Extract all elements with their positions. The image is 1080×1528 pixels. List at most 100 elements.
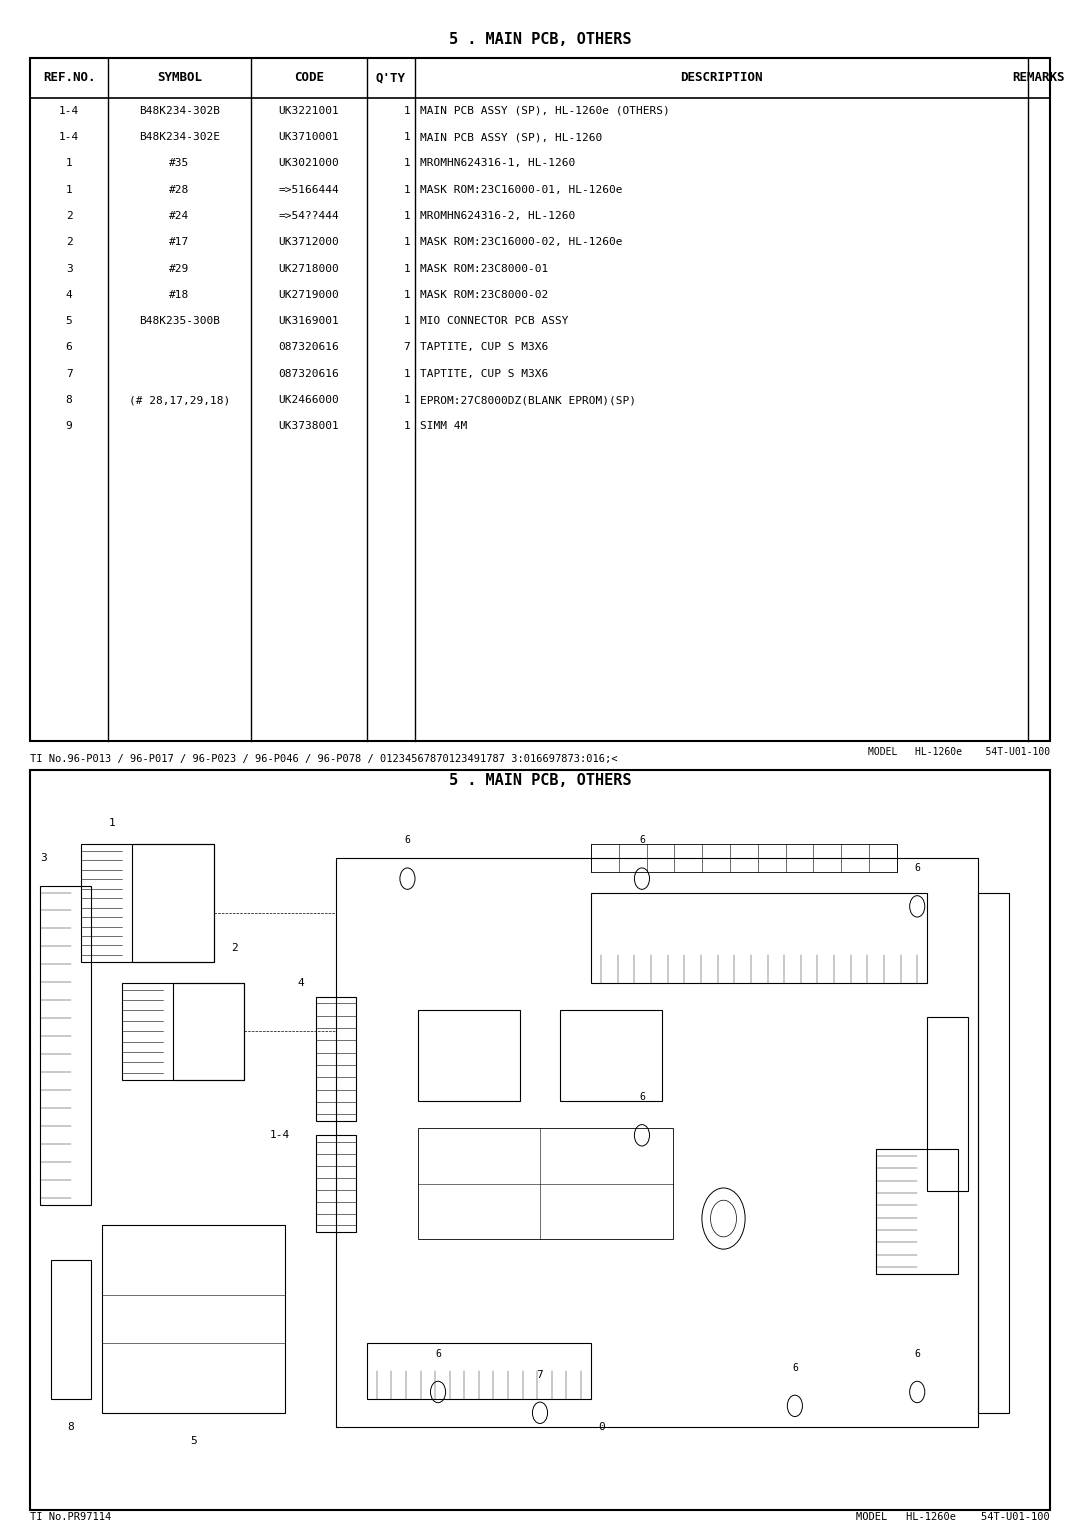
Text: 6: 6 bbox=[435, 1349, 441, 1358]
Bar bbox=[40, 886, 92, 1204]
Text: 0: 0 bbox=[598, 1421, 605, 1432]
Text: 5: 5 bbox=[66, 316, 72, 325]
Text: MASK ROM:23C16000-01, HL-1260e: MASK ROM:23C16000-01, HL-1260e bbox=[420, 185, 622, 194]
Text: 1: 1 bbox=[404, 368, 410, 379]
Text: B48K234-302E: B48K234-302E bbox=[138, 133, 220, 142]
Text: 1: 1 bbox=[404, 105, 410, 116]
Text: 8: 8 bbox=[66, 396, 72, 405]
Text: TI No.PR97114: TI No.PR97114 bbox=[30, 1513, 111, 1522]
Text: 1: 1 bbox=[66, 159, 72, 168]
Text: SIMM 4M: SIMM 4M bbox=[420, 422, 468, 431]
Text: 3: 3 bbox=[40, 853, 48, 863]
Bar bbox=[418, 1010, 519, 1100]
Bar bbox=[591, 843, 896, 871]
Text: TAPTITE, CUP S M3X6: TAPTITE, CUP S M3X6 bbox=[420, 368, 549, 379]
Text: 3: 3 bbox=[66, 264, 72, 274]
Text: UK3021000: UK3021000 bbox=[279, 159, 339, 168]
Text: 1: 1 bbox=[404, 211, 410, 222]
Text: MAIN PCB ASSY (SP), HL-1260: MAIN PCB ASSY (SP), HL-1260 bbox=[420, 133, 603, 142]
Bar bbox=[928, 1018, 968, 1190]
Text: 1: 1 bbox=[404, 185, 410, 194]
Text: UK3712000: UK3712000 bbox=[279, 237, 339, 248]
Bar bbox=[173, 983, 244, 1080]
Text: 1: 1 bbox=[404, 290, 410, 299]
Bar bbox=[51, 1261, 92, 1400]
Text: 6: 6 bbox=[792, 1363, 798, 1372]
Text: UK2718000: UK2718000 bbox=[279, 264, 339, 274]
Text: UK3169001: UK3169001 bbox=[279, 316, 339, 325]
Text: Q'TY: Q'TY bbox=[376, 72, 406, 84]
Bar bbox=[877, 1149, 958, 1274]
Text: MODEL   HL-1260e    54T-U01-100: MODEL HL-1260e 54T-U01-100 bbox=[867, 747, 1050, 756]
Text: EPROM:27C8000DZ(BLANK EPROM)(SP): EPROM:27C8000DZ(BLANK EPROM)(SP) bbox=[420, 396, 636, 405]
Bar bbox=[315, 1135, 356, 1233]
Text: UK3710001: UK3710001 bbox=[279, 133, 339, 142]
Text: MASK ROM:23C8000-02: MASK ROM:23C8000-02 bbox=[420, 290, 549, 299]
Text: (# 28,17,29,18): (# 28,17,29,18) bbox=[129, 396, 230, 405]
Text: 1: 1 bbox=[404, 133, 410, 142]
Text: #29: #29 bbox=[170, 264, 189, 274]
Text: 6: 6 bbox=[639, 836, 645, 845]
Text: #28: #28 bbox=[170, 185, 189, 194]
Text: CODE: CODE bbox=[294, 72, 324, 84]
Text: UK2466000: UK2466000 bbox=[279, 396, 339, 405]
Text: MAIN PCB ASSY (SP), HL-1260e (OTHERS): MAIN PCB ASSY (SP), HL-1260e (OTHERS) bbox=[420, 105, 670, 116]
Text: 8: 8 bbox=[68, 1421, 75, 1432]
Text: 1: 1 bbox=[404, 316, 410, 325]
Text: 6: 6 bbox=[405, 836, 410, 845]
Bar bbox=[367, 1343, 591, 1400]
Bar bbox=[30, 58, 1050, 741]
Text: 2: 2 bbox=[231, 943, 238, 953]
Text: 5: 5 bbox=[190, 1435, 197, 1445]
Text: MROMHN624316-2, HL-1260: MROMHN624316-2, HL-1260 bbox=[420, 211, 576, 222]
Text: 1-4: 1-4 bbox=[59, 133, 79, 142]
Text: TAPTITE, CUP S M3X6: TAPTITE, CUP S M3X6 bbox=[420, 342, 549, 353]
Text: UK3221001: UK3221001 bbox=[279, 105, 339, 116]
Text: 087320616: 087320616 bbox=[279, 342, 339, 353]
Text: 4: 4 bbox=[297, 978, 303, 987]
Text: 1-4: 1-4 bbox=[59, 105, 79, 116]
Text: DESCRIPTION: DESCRIPTION bbox=[680, 72, 762, 84]
Text: 1-4: 1-4 bbox=[270, 1131, 291, 1140]
Text: 7: 7 bbox=[66, 368, 72, 379]
Text: 1: 1 bbox=[404, 264, 410, 274]
Text: UK2719000: UK2719000 bbox=[279, 290, 339, 299]
Text: 2: 2 bbox=[66, 211, 72, 222]
Bar bbox=[315, 996, 356, 1122]
Bar bbox=[81, 843, 214, 963]
Text: UK3738001: UK3738001 bbox=[279, 422, 339, 431]
Text: 087320616: 087320616 bbox=[279, 368, 339, 379]
Text: 5 . MAIN PCB, OTHERS: 5 . MAIN PCB, OTHERS bbox=[449, 32, 631, 47]
Bar bbox=[132, 843, 214, 963]
Text: MIO CONNECTOR PCB ASSY: MIO CONNECTOR PCB ASSY bbox=[420, 316, 569, 325]
Text: 6: 6 bbox=[915, 863, 920, 872]
Text: 1: 1 bbox=[108, 817, 116, 828]
Bar bbox=[102, 1225, 285, 1413]
Text: B48K235-300B: B48K235-300B bbox=[138, 316, 220, 325]
Text: 5 . MAIN PCB, OTHERS: 5 . MAIN PCB, OTHERS bbox=[449, 773, 631, 788]
Text: MASK ROM:23C16000-02, HL-1260e: MASK ROM:23C16000-02, HL-1260e bbox=[420, 237, 622, 248]
Bar bbox=[978, 892, 1009, 1413]
Text: =>54??444: =>54??444 bbox=[279, 211, 339, 222]
Text: 4: 4 bbox=[66, 290, 72, 299]
Text: SYMBOL: SYMBOL bbox=[157, 72, 202, 84]
Text: 6: 6 bbox=[915, 1349, 920, 1358]
Text: MASK ROM:23C8000-01: MASK ROM:23C8000-01 bbox=[420, 264, 549, 274]
Text: 6: 6 bbox=[639, 1093, 645, 1102]
Bar bbox=[561, 1010, 662, 1100]
Text: 1: 1 bbox=[404, 422, 410, 431]
Text: 1: 1 bbox=[404, 159, 410, 168]
Text: =>5166444: =>5166444 bbox=[279, 185, 339, 194]
Bar bbox=[418, 1128, 673, 1239]
Text: 7: 7 bbox=[537, 1369, 543, 1380]
Text: MROMHN624316-1, HL-1260: MROMHN624316-1, HL-1260 bbox=[420, 159, 576, 168]
Text: 1: 1 bbox=[66, 185, 72, 194]
Text: 9: 9 bbox=[66, 422, 72, 431]
Text: REMARKS: REMARKS bbox=[1013, 72, 1065, 84]
Bar bbox=[30, 770, 1050, 1510]
Text: MODEL   HL-1260e    54T-U01-100: MODEL HL-1260e 54T-U01-100 bbox=[856, 1513, 1050, 1522]
Text: #35: #35 bbox=[170, 159, 189, 168]
Text: #18: #18 bbox=[170, 290, 189, 299]
Text: TI No.96-P013 / 96-P017 / 96-P023 / 96-P046 / 96-P078 / 01234567870123491787 3:0: TI No.96-P013 / 96-P017 / 96-P023 / 96-P… bbox=[30, 755, 618, 764]
Text: #24: #24 bbox=[170, 211, 189, 222]
